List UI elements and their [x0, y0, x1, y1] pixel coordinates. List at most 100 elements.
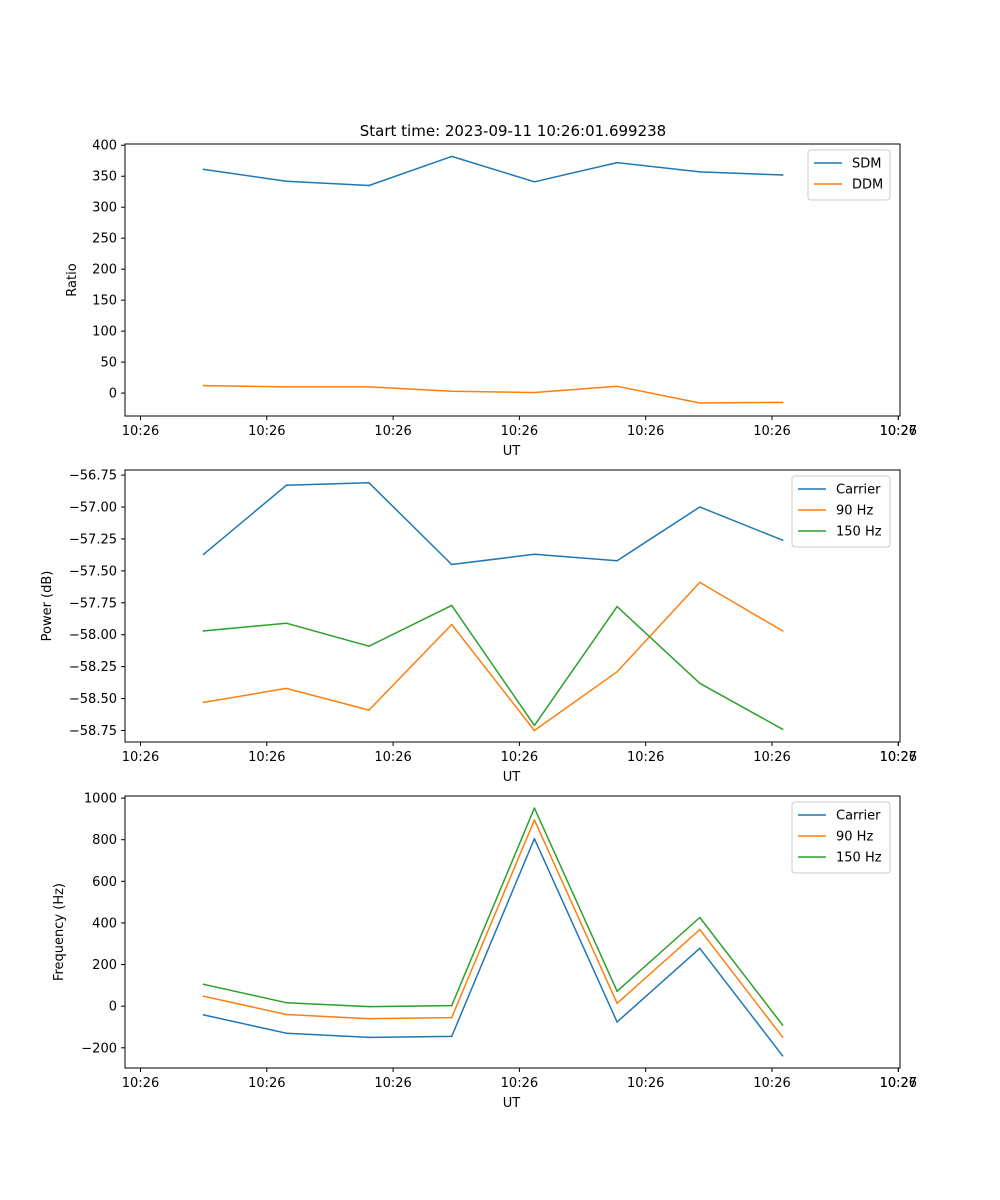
data-point: [781, 728, 784, 730]
data-point: [699, 402, 701, 404]
y-tick-label: 100: [92, 325, 117, 340]
data-point: [616, 385, 618, 388]
y-tick-label: 400: [92, 139, 117, 154]
x-tick-label: 10:26: [122, 1076, 159, 1091]
data-point: [533, 391, 536, 394]
data-point: [368, 1036, 370, 1039]
data-point: [450, 604, 453, 607]
data-point: [202, 701, 205, 704]
data-point: [368, 184, 370, 187]
x-tick-label: 10:26: [501, 750, 538, 765]
x-tick-label: 10:26: [122, 750, 159, 765]
series-line-sdm: [202, 155, 784, 187]
data-point: [202, 168, 205, 171]
x-tick-label: 10:26: [880, 424, 917, 439]
x-tick-label: 10:26: [374, 750, 411, 765]
data-point: [285, 687, 288, 690]
y-tick-label: 200: [92, 263, 117, 278]
data-point: [616, 671, 618, 673]
data-point: [699, 581, 701, 584]
x-tick-label: 10:26: [374, 1076, 411, 1091]
plot-frame: [124, 795, 901, 1069]
plot-frame: [124, 469, 901, 743]
legend-label: Carrier: [836, 483, 881, 498]
legend-label: SDM: [852, 157, 881, 172]
data-point: [285, 1001, 288, 1004]
y-tick-label: −57.75: [69, 596, 117, 611]
data-point: [781, 539, 784, 541]
y-tick-label: −58.25: [69, 660, 117, 675]
y-axis-label: Ratio: [65, 263, 80, 296]
x-tick-label: 10:26: [753, 750, 790, 765]
x-tick-label: 10:27: [880, 1076, 917, 1091]
data-point: [781, 401, 784, 404]
data-point: [368, 645, 370, 647]
legend-label: DDM: [852, 178, 883, 193]
x-tick-label: 10:26: [248, 424, 285, 439]
data-point: [285, 622, 288, 624]
data-point: [202, 983, 205, 986]
legend-box: [791, 475, 891, 548]
data-point: [202, 553, 205, 556]
legend-label: 150 Hz: [836, 851, 882, 866]
legend: SDM DDM: [807, 149, 891, 201]
x-tick-label: 10:26: [122, 424, 159, 439]
data-point: [285, 1013, 288, 1016]
x-axis-label: UT: [503, 1096, 521, 1111]
data-point: [368, 482, 370, 484]
chart-title: Start time: 2023-09-11 10:26:01.699238: [360, 122, 666, 140]
data-point: [616, 605, 618, 608]
y-tick-label: 250: [92, 232, 117, 247]
x-axis-label: UT: [503, 444, 521, 459]
data-point: [450, 1016, 453, 1019]
y-axis-label: Frequency (Hz): [52, 883, 67, 981]
y-axis-label: Power (dB): [40, 571, 55, 642]
y-tick-label: −58.00: [69, 628, 117, 643]
y-tick-label: 600: [92, 875, 117, 890]
y-tick-label: 300: [92, 201, 117, 216]
y-tick-label: −56.75: [69, 469, 117, 484]
x-tick-label: 10:26: [880, 1076, 917, 1091]
legend-label: Carrier: [836, 809, 881, 824]
x-tick-label: 10:26: [753, 1076, 790, 1091]
x-tick-label: 10:26: [627, 424, 664, 439]
series-line-90-hz: [202, 581, 784, 732]
data-point: [450, 390, 453, 393]
data-point: [450, 1004, 453, 1007]
y-tick-label: 0: [109, 1000, 117, 1015]
data-point: [533, 819, 536, 821]
y-tick-label: 800: [92, 833, 117, 848]
series-line-150-hz: [202, 807, 784, 1026]
data-point: [285, 484, 288, 487]
data-point: [368, 386, 370, 388]
subplot-2: 10:26 10:26 10:26 10:26 10:26 10:26 10:2610:27…: [40, 469, 917, 785]
data-point: [285, 386, 288, 388]
data-point: [781, 174, 784, 176]
plot-frame: [124, 143, 901, 417]
data-point: [202, 995, 205, 997]
series-line-150-hz: [202, 604, 784, 731]
data-point: [781, 1054, 784, 1057]
data-point: [616, 990, 618, 992]
y-tick-label: 400: [92, 916, 117, 931]
y-tick-label: 50: [100, 356, 117, 371]
y-tick-label: −57.25: [69, 532, 117, 547]
data-point: [533, 807, 536, 809]
data-point: [533, 724, 536, 727]
subplot-3: 10:26 10:26 10:26 10:26 10:26 10:26 10:2610:27…: [52, 792, 917, 1111]
data-point: [368, 1017, 370, 1020]
data-point: [533, 729, 536, 732]
data-point: [781, 630, 784, 632]
data-point: [450, 155, 453, 158]
series-line-90-hz: [202, 819, 784, 1039]
data-point: [616, 559, 618, 562]
legend: Carrier 90 Hz 150 Hz: [791, 475, 891, 548]
x-tick-label: 10:26: [501, 1076, 538, 1091]
legend-label: 150 Hz: [836, 525, 882, 540]
data-point: [368, 709, 370, 711]
series-line-carrier: [202, 837, 784, 1057]
data-point: [285, 1032, 288, 1034]
x-tick-label: 10:26: [753, 424, 790, 439]
x-tick-label: 10:26: [627, 750, 664, 765]
